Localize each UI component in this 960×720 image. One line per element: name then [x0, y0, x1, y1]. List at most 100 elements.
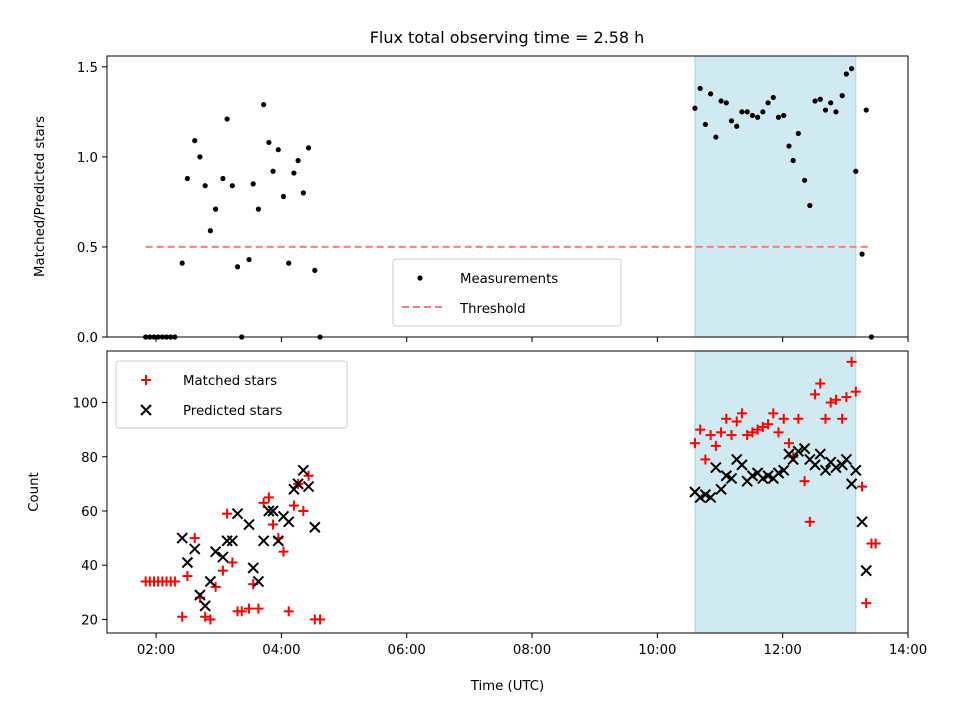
data-point: [692, 105, 698, 111]
data-point-d2: [181, 556, 194, 569]
data-point: [204, 575, 217, 588]
data-point: [857, 481, 868, 492]
x-tick-label: 04:00: [262, 643, 300, 658]
data-point: [229, 183, 235, 189]
shaded-region: [694, 350, 857, 634]
x-tick-label: 10:00: [638, 643, 676, 658]
data-point: [863, 107, 869, 113]
data-point: [765, 100, 771, 106]
data-point: [270, 168, 276, 174]
data-point: [272, 535, 284, 547]
data-point-d2: [226, 535, 239, 547]
data-point: [295, 157, 301, 164]
data-point: [815, 378, 826, 389]
data-point: [286, 260, 292, 266]
data-point: [726, 430, 737, 441]
legend: Matched stars Predicted stars: [115, 360, 348, 429]
data-point: [792, 445, 805, 458]
data-point: [850, 386, 861, 397]
data-point: [725, 472, 738, 485]
data-point: [192, 138, 198, 144]
x-tick-label: 12:00: [764, 643, 802, 658]
axes-frame: [106, 350, 909, 634]
data-point: [768, 408, 779, 419]
data-point: [227, 557, 238, 568]
data-point-d2: [217, 551, 229, 563]
data-point: [817, 96, 823, 102]
data-point: [786, 143, 792, 149]
data-point-d2: [699, 489, 712, 501]
data-point-d2: [176, 532, 188, 544]
data-point: [278, 546, 289, 557]
data-point: [200, 611, 211, 622]
data-point: [825, 397, 836, 408]
data-point: [221, 535, 233, 547]
data-point: [721, 413, 732, 424]
data-point: [268, 519, 279, 530]
data-point: [840, 453, 853, 466]
data-point: [184, 175, 191, 182]
legend-label-measurements: Measurements: [460, 272, 558, 287]
y-axis-label: Count: [27, 472, 42, 512]
data-point: [202, 183, 208, 189]
data-point: [297, 464, 310, 477]
data-point-d2: [715, 483, 727, 495]
data-point: [224, 116, 230, 122]
y-tick-label: 60: [81, 505, 98, 520]
data-point: [814, 448, 826, 460]
data-point-d2: [845, 478, 858, 490]
data-point: [217, 551, 229, 563]
y-tick-label: 1.0: [77, 151, 98, 166]
data-point: [839, 93, 845, 99]
data-point: [197, 154, 203, 160]
data-point: [828, 100, 834, 106]
data-point: [255, 206, 262, 212]
data-point: [710, 440, 721, 451]
data-point: [194, 589, 206, 601]
data-point: [781, 112, 787, 119]
data-point: [182, 571, 193, 582]
data-point: [209, 545, 222, 558]
data-point-d2: [860, 564, 872, 577]
data-point: [843, 71, 849, 77]
data-point: [856, 516, 868, 528]
data-point: [773, 427, 784, 438]
data-point: [207, 228, 213, 234]
data-point-d2: [689, 486, 701, 498]
data-point: [222, 508, 233, 519]
data-point: [189, 533, 200, 544]
data-point: [695, 424, 706, 435]
data-point-d2: [199, 600, 211, 612]
data-point: [845, 478, 858, 490]
y-tick-label: 40: [81, 559, 98, 574]
data-point: [247, 562, 259, 574]
data-point: [267, 505, 279, 517]
legend-label-predicted: Predicted stars: [183, 404, 282, 419]
data-point: [231, 507, 244, 520]
data-point: [716, 427, 727, 438]
data-point: [199, 600, 211, 612]
data-point: [778, 413, 789, 424]
data-point-d2: [263, 505, 275, 517]
data-point: [778, 464, 790, 477]
data-point: [850, 464, 862, 477]
data-point: [752, 424, 763, 435]
data-point: [250, 181, 256, 187]
data-point-d2: [189, 543, 201, 555]
data-point: [793, 413, 804, 424]
data-point: [742, 430, 753, 441]
data-point: [775, 114, 782, 120]
data-point: [841, 392, 852, 403]
data-point: [252, 575, 265, 588]
data-point: [846, 356, 857, 367]
data-point: [731, 416, 742, 427]
data-point: [860, 564, 872, 577]
data-point-d2: [814, 448, 826, 460]
data-point: [689, 438, 700, 449]
y-axis-label: Matched/Predicted stars: [33, 116, 48, 277]
data-point: [292, 478, 304, 490]
x-tick-label: 02:00: [137, 643, 175, 658]
data-point-d2: [819, 464, 832, 477]
data-point-d2: [243, 518, 255, 531]
data-point: [263, 492, 274, 503]
